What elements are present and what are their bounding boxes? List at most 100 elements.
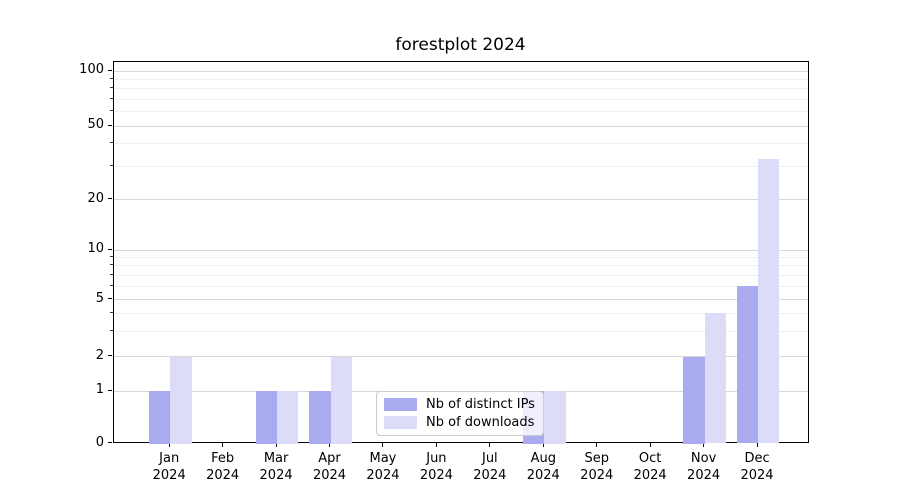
legend-label-downloads: Nb of downloads <box>426 415 535 430</box>
legend-item-distinct-ips: Nb of distinct IPs <box>384 397 536 412</box>
y-axis-minor-tick <box>110 264 113 266</box>
x-axis-tick <box>756 442 758 447</box>
x-axis-tick-year: 2024 <box>312 468 347 483</box>
x-axis-tick-year: 2024 <box>740 468 774 483</box>
gridline-major <box>113 70 808 72</box>
bar-nb-of-distinct-ips-apr <box>309 391 331 444</box>
bar-nb-of-downloads-mar <box>277 391 299 444</box>
x-axis-tick-year: 2024 <box>259 468 293 483</box>
legend-swatch-downloads <box>384 416 417 429</box>
legend-label-distinct-ips: Nb of distinct IPs <box>426 397 535 412</box>
y-axis-tick <box>108 355 112 356</box>
plot-area <box>112 60 809 444</box>
x-axis-tick <box>275 442 277 447</box>
bar-nb-of-downloads-nov <box>704 313 726 444</box>
bar-nb-of-downloads-aug <box>544 391 566 444</box>
y-axis-tick <box>108 198 112 199</box>
gridline-major <box>113 125 808 127</box>
y-axis-minor-tick <box>110 329 113 331</box>
x-axis-tick-year: 2024 <box>473 468 507 483</box>
x-axis-tick-year: 2024 <box>687 468 721 483</box>
x-axis-tick <box>435 442 437 447</box>
x-axis-tick-year: 2024 <box>419 468 453 483</box>
x-axis-tick-label: Mar 2024 <box>244 450 308 484</box>
x-axis-tick-label: Jan 2024 <box>137 450 201 484</box>
y-axis-tick-label: 5 <box>95 290 104 306</box>
y-axis-tick-label: 20 <box>87 190 104 206</box>
x-axis-tick <box>329 442 331 447</box>
x-axis-tick <box>168 442 170 447</box>
y-axis-minor-tick <box>110 97 113 99</box>
x-axis-tick-year: 2024 <box>526 468 560 483</box>
y-axis-minor-tick <box>110 77 113 79</box>
chart-title: forestplot 2024 <box>395 35 526 55</box>
y-axis-minor-tick <box>110 110 113 112</box>
bar-nb-of-distinct-ips-dec <box>736 286 759 444</box>
x-axis-tick-year: 2024 <box>633 468 667 483</box>
x-axis-tick-label: Apr 2024 <box>298 450 362 484</box>
x-axis-tick-year: 2024 <box>366 468 400 483</box>
gridline-minor <box>113 274 808 276</box>
y-axis-tick <box>108 124 112 126</box>
y-axis-tick <box>108 389 112 391</box>
gridline-major <box>113 199 808 200</box>
gridline-minor <box>113 111 808 113</box>
y-axis-tick-label: 1 <box>95 382 104 397</box>
x-axis-tick-label: Aug 2024 <box>511 450 575 484</box>
x-axis-tick <box>649 442 651 447</box>
gridline-minor <box>113 265 808 267</box>
gridline-major <box>113 249 808 251</box>
bar-nb-of-downloads-apr <box>330 356 352 444</box>
x-axis-tick-label: Nov 2024 <box>672 450 736 484</box>
y-axis-tick-label: 10 <box>87 241 104 256</box>
bar-nb-of-downloads-dec <box>758 159 780 444</box>
y-axis-tick <box>108 298 112 299</box>
gridline-minor <box>113 88 808 90</box>
bar-nb-of-downloads-jan <box>170 356 192 444</box>
y-axis-minor-tick <box>110 284 113 286</box>
gridline-major <box>113 299 808 300</box>
x-axis-tick-year: 2024 <box>580 468 614 483</box>
y-axis-tick-label: 100 <box>79 62 104 77</box>
y-axis-tick <box>108 442 112 443</box>
gridline-minor <box>113 98 808 100</box>
x-axis-tick <box>489 442 491 447</box>
gridline-minor <box>113 166 808 168</box>
gridline-minor <box>113 78 808 80</box>
x-axis-tick-year: 2024 <box>206 468 240 483</box>
y-axis-minor-tick <box>110 273 113 275</box>
y-axis-tick-label: 2 <box>95 347 104 363</box>
x-axis-tick-label: Jun 2024 <box>404 450 468 484</box>
x-axis-tick <box>382 442 384 447</box>
legend: Nb of distinct IPs Nb of downloads <box>376 391 544 436</box>
x-axis-tick-label: Oct 2024 <box>618 450 682 484</box>
gridline-minor <box>113 312 808 314</box>
gridline-major <box>113 356 808 357</box>
gridline-minor <box>113 257 808 259</box>
y-axis-minor-tick <box>110 165 113 167</box>
gridline-minor <box>113 330 808 332</box>
x-axis-tick-label: Sep 2024 <box>565 450 629 484</box>
x-axis-tick-label: Jul 2024 <box>458 450 522 484</box>
x-axis-tick-label: May 2024 <box>351 450 415 484</box>
gridline-minor <box>113 143 808 145</box>
x-axis-tick-label: Feb 2024 <box>191 450 255 484</box>
y-axis-minor-tick <box>110 311 113 313</box>
x-axis-tick <box>542 442 544 447</box>
bar-nb-of-distinct-ips-jan <box>148 391 171 444</box>
y-axis-minor-tick <box>110 256 113 258</box>
legend-item-downloads: Nb of downloads <box>384 415 536 430</box>
x-axis-tick-year: 2024 <box>152 468 186 483</box>
y-axis-tick-label: 50 <box>87 117 104 132</box>
x-axis-tick <box>222 442 224 447</box>
x-axis-tick <box>703 442 705 447</box>
gridline-minor <box>113 285 808 287</box>
legend-swatch-distinct-ips <box>384 398 417 411</box>
bar-nb-of-distinct-ips-mar <box>255 391 278 444</box>
bar-nb-of-distinct-ips-nov <box>683 356 705 444</box>
y-axis-minor-tick <box>110 142 113 144</box>
x-axis-tick-label: Dec 2024 <box>725 450 789 484</box>
y-axis-tick <box>108 69 112 71</box>
y-axis-tick <box>108 248 112 250</box>
